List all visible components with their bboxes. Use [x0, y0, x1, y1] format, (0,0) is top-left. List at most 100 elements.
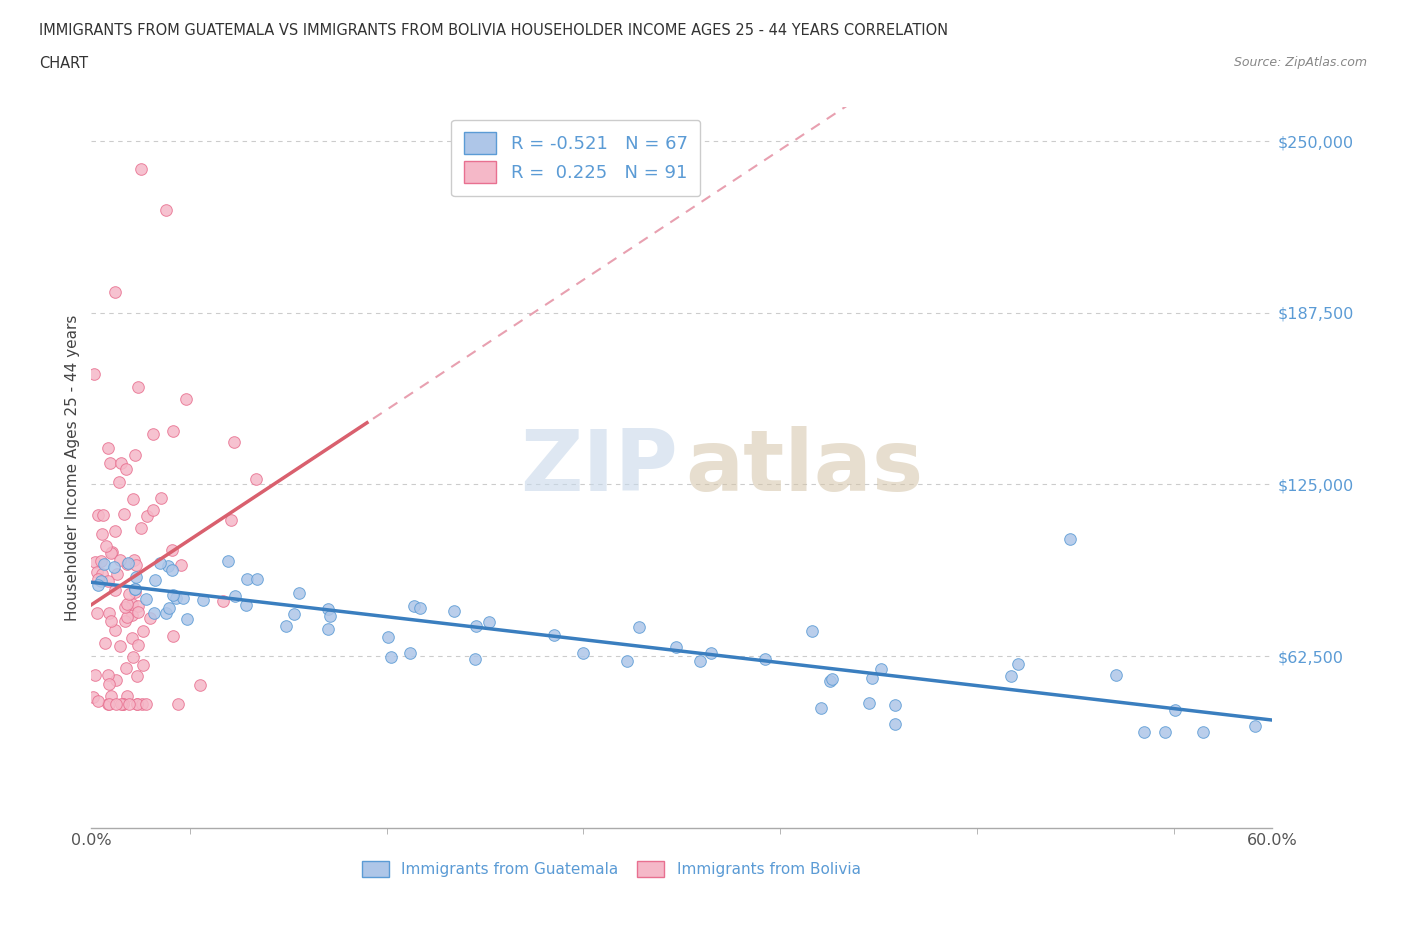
Point [104, 672, 127, 687]
Point [318, 621, 340, 636]
Point [124, 582, 146, 597]
Point [172, 591, 194, 605]
Point [408, 600, 430, 615]
Point [100, 545, 122, 560]
Point [118, 697, 141, 711]
Point [1105, 668, 1128, 683]
Point [127, 604, 149, 619]
Point [143, 572, 166, 587]
Point [91, 508, 114, 523]
Point [818, 674, 841, 689]
Point [149, 555, 172, 570]
Point [125, 697, 148, 711]
Point [122, 552, 145, 567]
Point [125, 557, 148, 572]
Point [319, 608, 342, 623]
Point [858, 696, 880, 711]
Point [162, 588, 184, 603]
Point [1000, 669, 1022, 684]
Point [191, 592, 214, 607]
Point [100, 546, 122, 561]
Point [93, 557, 115, 572]
Point [97, 697, 120, 711]
Point [105, 697, 128, 711]
Point [188, 677, 211, 692]
Point [132, 658, 155, 672]
Point [127, 599, 149, 614]
Point [83, 366, 105, 381]
Point [821, 671, 844, 686]
Point [174, 392, 197, 406]
Point [141, 503, 163, 518]
Point [616, 653, 638, 668]
Point [136, 508, 159, 523]
Point [127, 669, 149, 684]
Point [235, 597, 257, 612]
Point [142, 605, 165, 620]
Point [274, 618, 297, 633]
Point [131, 697, 153, 711]
Point [211, 593, 233, 608]
Point [82, 690, 104, 705]
Point [135, 697, 157, 711]
Point [86, 578, 108, 592]
Point [112, 697, 135, 711]
Point [380, 649, 402, 664]
Point [125, 697, 148, 711]
Point [883, 717, 905, 732]
Point [108, 552, 131, 567]
Text: atlas: atlas [686, 426, 924, 509]
Point [1192, 724, 1215, 739]
Point [114, 599, 136, 614]
Point [883, 698, 905, 712]
Point [402, 598, 425, 613]
Point [160, 543, 183, 558]
Point [94, 635, 117, 650]
Point [100, 455, 122, 470]
Point [127, 379, 149, 394]
Point [90, 574, 112, 589]
Point [117, 557, 139, 572]
Legend: Immigrants from Guatemala, Immigrants from Bolivia: Immigrants from Guatemala, Immigrants fr… [354, 853, 868, 885]
Point [108, 639, 131, 654]
Point [162, 424, 184, 439]
Point [127, 638, 149, 653]
Point [105, 567, 128, 582]
Point [316, 602, 339, 617]
Point [149, 491, 172, 506]
Text: CHART: CHART [39, 56, 89, 71]
Point [122, 650, 145, 665]
Point [443, 604, 465, 618]
Point [754, 652, 776, 667]
Point [97, 697, 120, 711]
Point [111, 697, 134, 711]
Point [132, 624, 155, 639]
Point [139, 611, 162, 626]
Point [1163, 702, 1185, 717]
Point [107, 475, 129, 490]
Point [162, 629, 184, 644]
Point [246, 571, 269, 586]
Point [157, 601, 180, 616]
Point [118, 586, 141, 601]
Point [689, 654, 711, 669]
Point [155, 203, 177, 218]
Point [86, 606, 108, 621]
Point [98, 605, 121, 620]
Point [98, 677, 121, 692]
Point [222, 435, 245, 450]
Point [1243, 719, 1265, 734]
Point [801, 624, 824, 639]
Point [94, 539, 117, 554]
Point [288, 585, 311, 600]
Point [121, 631, 143, 645]
Point [114, 614, 136, 629]
Point [377, 630, 399, 644]
Point [142, 426, 165, 441]
Point [91, 526, 114, 541]
Point [870, 661, 893, 676]
Point [97, 667, 120, 682]
Point [245, 472, 267, 486]
Point [104, 582, 127, 597]
Point [87, 507, 110, 522]
